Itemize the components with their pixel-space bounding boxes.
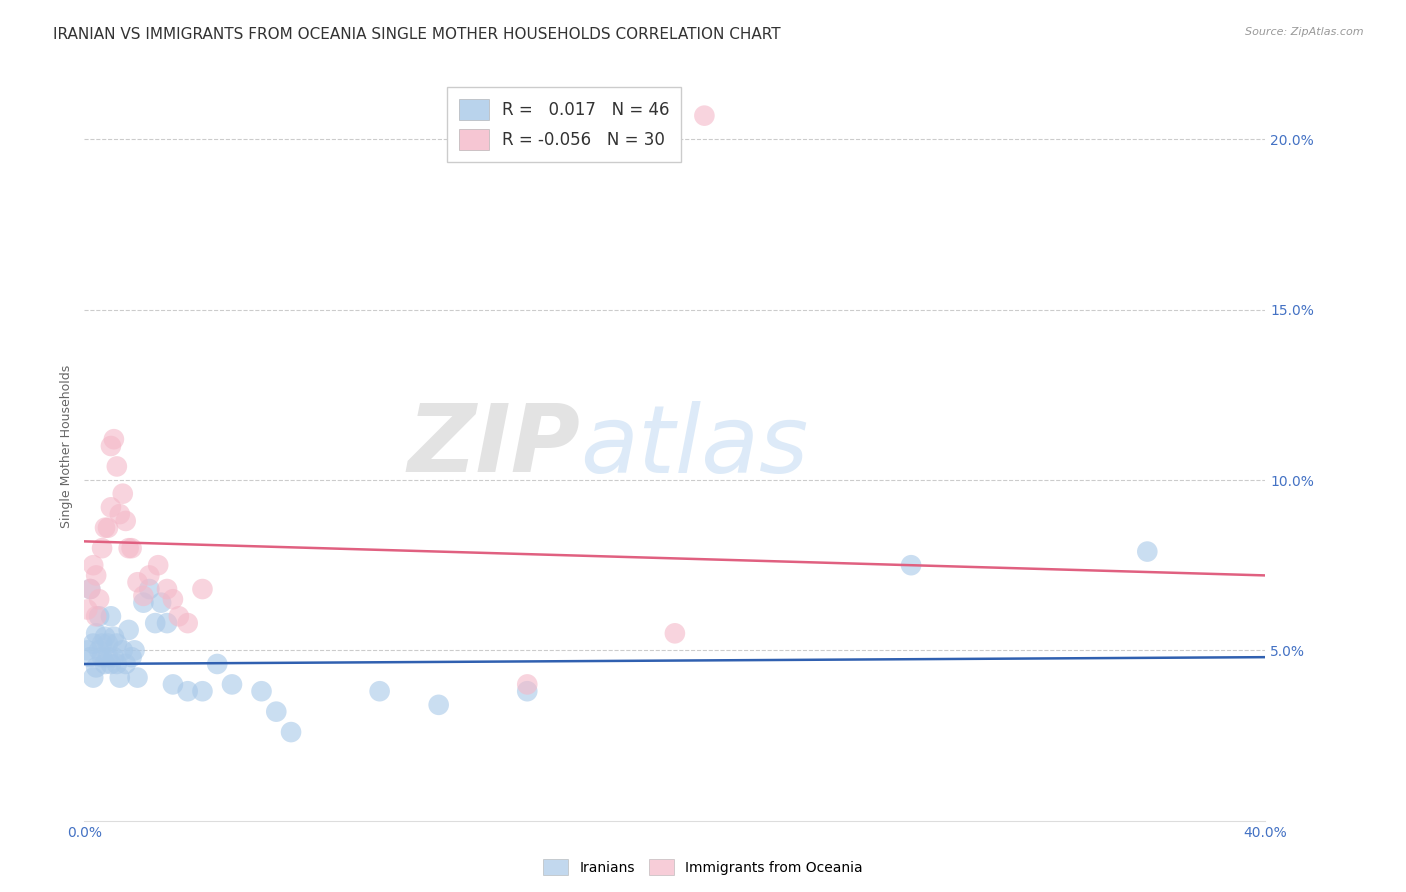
Point (250, 684, 273, 698)
Legend: R =   0.017   N = 46, R = -0.056   N = 30: R = 0.017 N = 46, R = -0.056 N = 30 (447, 87, 681, 161)
Point (124, 643, 146, 657)
Point (162, 592, 184, 607)
Point (150, 596, 173, 610)
Text: atlas: atlas (581, 401, 808, 491)
Point (97, 636, 120, 650)
Point (167, 609, 190, 624)
Point (97, 521, 120, 535)
Point (132, 589, 155, 603)
Point (693, 109, 716, 123)
Point (76, 643, 98, 657)
Point (94, 657, 117, 671)
Point (664, 626, 686, 640)
Point (127, 671, 149, 685)
Point (91, 541, 114, 556)
Point (108, 507, 131, 521)
Point (156, 582, 179, 596)
Point (118, 541, 141, 556)
Point (368, 684, 391, 698)
Point (148, 558, 170, 573)
Point (87, 592, 111, 607)
Point (105, 459, 128, 474)
Point (87, 609, 111, 624)
Point (82, 636, 104, 650)
Point (427, 698, 450, 712)
Text: ZIP: ZIP (408, 400, 581, 492)
Point (84, 626, 107, 640)
Point (105, 636, 128, 650)
Point (114, 514, 136, 528)
Point (191, 684, 214, 698)
Point (111, 643, 134, 657)
Point (94, 630, 117, 644)
Point (121, 541, 143, 556)
Point (138, 582, 160, 596)
Point (191, 582, 214, 596)
Point (97, 650, 120, 665)
Point (105, 657, 128, 671)
Point (138, 568, 160, 582)
Point (79, 582, 101, 596)
Point (94, 521, 117, 535)
Point (118, 623, 141, 637)
Point (111, 486, 134, 500)
Point (108, 671, 131, 685)
Point (76, 602, 98, 616)
Point (156, 616, 179, 631)
Point (84, 609, 107, 624)
Y-axis label: Single Mother Households: Single Mother Households (60, 364, 73, 528)
Point (84, 568, 107, 582)
Point (266, 705, 288, 719)
Point (121, 650, 143, 665)
Point (103, 432, 125, 446)
Legend: Iranians, Immigrants from Oceania: Iranians, Immigrants from Oceania (538, 854, 868, 880)
Point (132, 596, 155, 610)
Point (143, 616, 166, 631)
Point (100, 609, 122, 624)
Point (82, 558, 104, 573)
Point (177, 616, 200, 631)
Point (91, 650, 114, 665)
Point (177, 684, 200, 698)
Text: IRANIAN VS IMMIGRANTS FROM OCEANIA SINGLE MOTHER HOUSEHOLDS CORRELATION CHART: IRANIAN VS IMMIGRANTS FROM OCEANIA SINGL… (53, 27, 782, 42)
Point (516, 677, 538, 691)
Point (91, 636, 114, 650)
Point (100, 439, 122, 453)
Point (221, 677, 243, 691)
Point (100, 500, 122, 515)
Text: Source: ZipAtlas.com: Source: ZipAtlas.com (1246, 27, 1364, 37)
Point (84, 660, 107, 674)
Point (79, 582, 101, 596)
Point (516, 684, 538, 698)
Point (103, 650, 125, 665)
Point (100, 657, 122, 671)
Point (1136, 544, 1159, 558)
Point (103, 630, 125, 644)
Point (79, 650, 101, 665)
Point (207, 657, 229, 671)
Point (162, 677, 184, 691)
Point (114, 657, 136, 671)
Point (82, 671, 104, 685)
Point (280, 725, 302, 739)
Point (87, 643, 111, 657)
Point (127, 575, 149, 590)
Point (900, 558, 922, 573)
